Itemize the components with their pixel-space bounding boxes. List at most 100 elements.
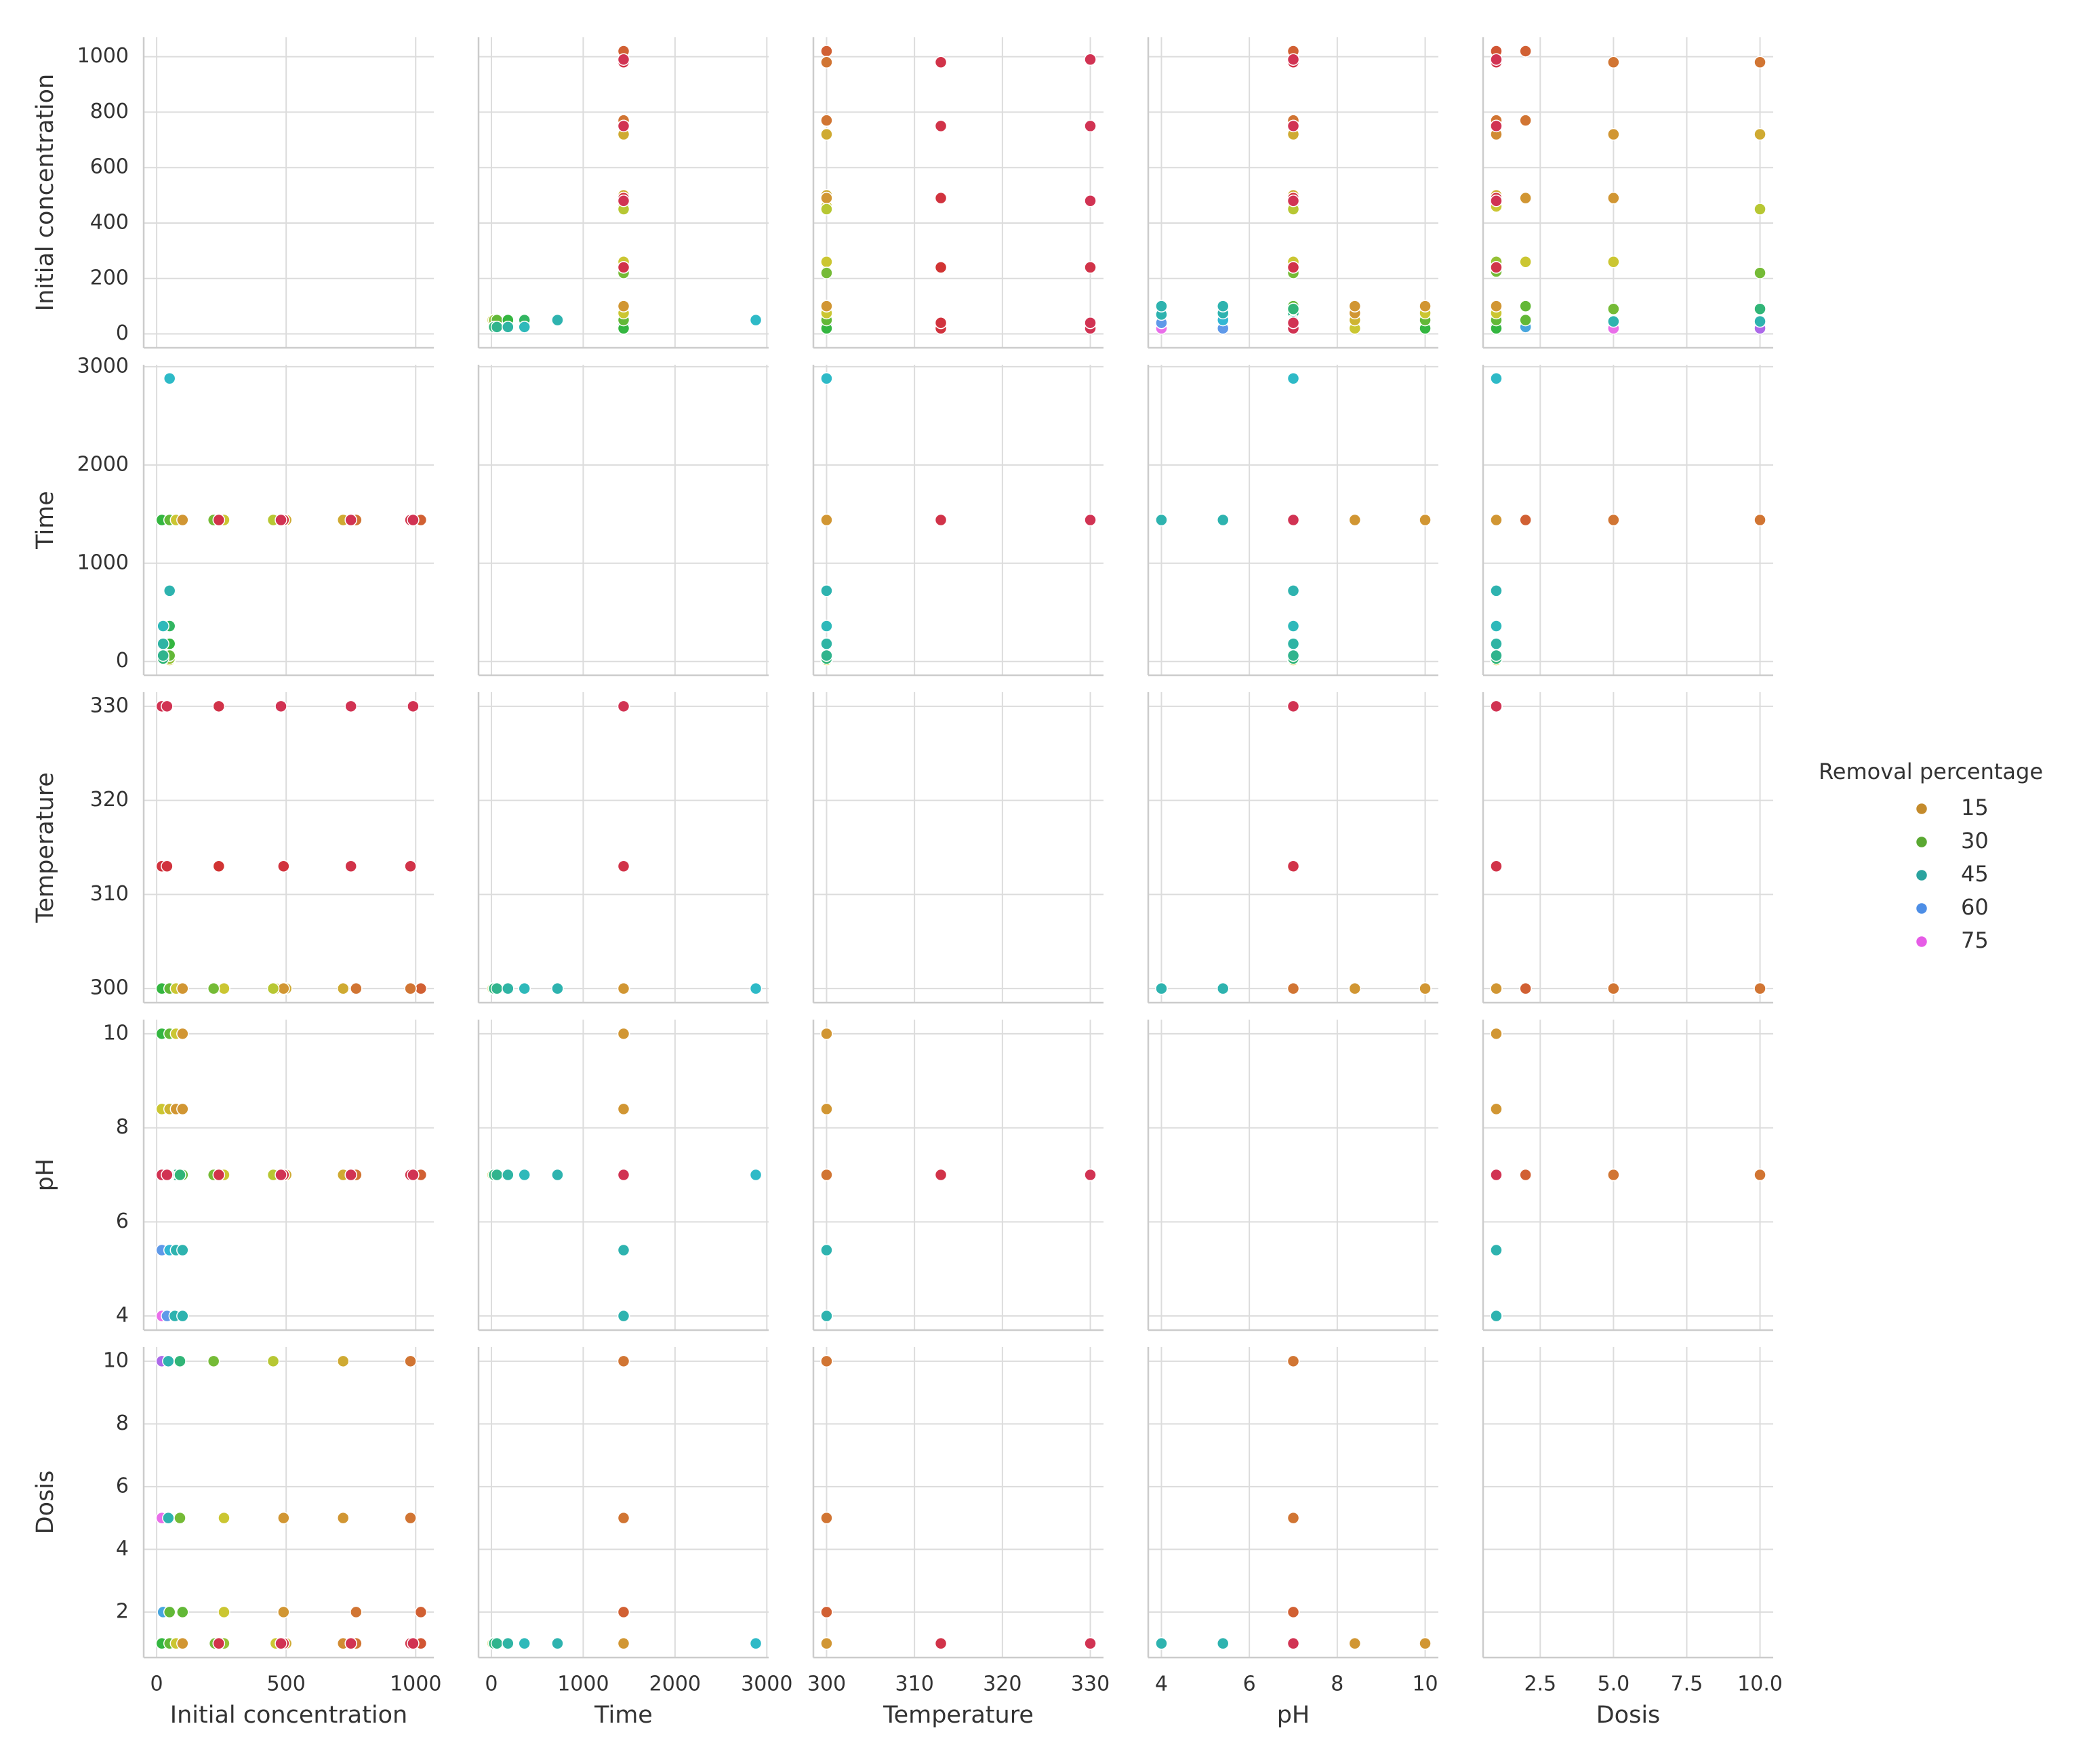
scatter-point [518,321,531,334]
scatter-point [1607,302,1620,315]
scatter-point [820,45,833,58]
x-tick-label: 0 [485,1672,498,1696]
x-tick-label: 5.0 [1598,1672,1630,1696]
y-axis-label: Dosis [32,1470,59,1535]
scatter-point [407,1637,420,1650]
scatter-point [1287,1637,1300,1650]
scatter-point [551,1168,564,1182]
scatter-point [749,1168,763,1182]
scatter-point [820,1027,833,1041]
y-tick-label: 320 [90,788,129,811]
scatter-point [1216,300,1230,313]
scatter-point [820,1309,833,1323]
scatter-point [277,982,290,995]
x-tick-label: 4 [1155,1672,1168,1696]
scatter-point [617,1605,630,1619]
scatter-point [162,1355,175,1368]
scatter-point [157,620,169,633]
scatter-point [414,1605,428,1619]
scatter-point [934,261,948,274]
x-tick-label: 6 [1243,1672,1256,1696]
y-tick-label: 6 [116,1474,129,1498]
scatter-point [1607,315,1620,328]
scatter-point [1490,53,1503,66]
scatter-point [1287,1511,1300,1525]
scatter-point [1490,982,1503,995]
scatter-point [749,1637,763,1650]
scatter-point [820,513,833,527]
x-tick-label: 7.5 [1671,1672,1703,1696]
scatter-point [1490,584,1503,597]
y-tick-label: 10 [103,1348,129,1372]
scatter-point [1348,1637,1362,1650]
scatter-point [551,313,564,327]
scatter-point [617,261,630,274]
scatter-point [1754,302,1766,315]
scatter-point [163,1605,176,1619]
y-axis-label: Temperature [32,772,59,923]
x-tick-label: 0 [150,1672,163,1696]
scatter-point [1419,300,1432,313]
scatter-point [337,1511,350,1525]
scatter-point [1084,316,1097,329]
scatter-point [404,1511,417,1525]
scatter-point [820,191,833,205]
scatter-point [266,982,280,995]
scatter-point [518,982,531,995]
scatter-point [617,700,630,713]
scatter-point [1084,119,1097,133]
scatter-point [1490,1168,1503,1182]
scatter-point [1490,1027,1503,1041]
scatter-point [1084,1637,1097,1650]
legend-label: 45 [1961,861,1989,887]
x-tick-label: 8 [1331,1672,1343,1696]
scatter-point [407,700,420,713]
scatter-point [407,1168,420,1182]
scatter-point [934,56,948,69]
scatter-point [617,1355,630,1368]
y-tick-label: 4 [116,1304,129,1327]
scatter-point [518,1168,531,1182]
scatter-point [174,1511,186,1525]
scatter-point [934,1168,948,1182]
scatter-point [820,1605,833,1619]
scatter-point [502,321,514,334]
scatter-point [617,1027,630,1041]
scatter-point [617,1243,630,1257]
scatter-point [617,119,630,133]
y-tick-label: 1000 [77,44,129,68]
scatter-point [518,1637,531,1650]
legend-label: 30 [1961,828,1989,854]
scatter-point [1519,313,1532,327]
x-axis-label: Dosis [1596,1702,1661,1729]
scatter-point [1287,302,1300,315]
y-tick-label: 8 [116,1115,129,1139]
scatter-point [551,1637,564,1650]
x-tick-label: 1000 [557,1672,609,1696]
scatter-point [1084,1168,1097,1182]
scatter-point [275,1637,287,1650]
scatter-point [1490,649,1503,662]
scatter-point [1519,300,1532,313]
scatter-point [820,584,833,597]
scatter-point [820,1168,833,1182]
scatter-point [617,860,630,873]
legend-marker [1915,835,1928,849]
scatter-point [161,700,174,713]
scatter-point [820,56,833,69]
scatter-point [344,1637,357,1650]
scatter-point [277,860,290,873]
scatter-point [218,1605,230,1619]
scatter-point [820,203,833,216]
scatter-point [1607,127,1620,141]
scatter-point [1287,982,1300,995]
y-tick-label: 330 [90,694,129,717]
scatter-point [176,1102,189,1116]
scatter-point [617,1168,630,1182]
scatter-point [207,982,220,995]
scatter-point [1216,513,1230,527]
scatter-point [266,1355,280,1368]
scatter-point [617,1102,630,1116]
scatter-point [1607,255,1620,268]
scatter-point [820,114,833,127]
